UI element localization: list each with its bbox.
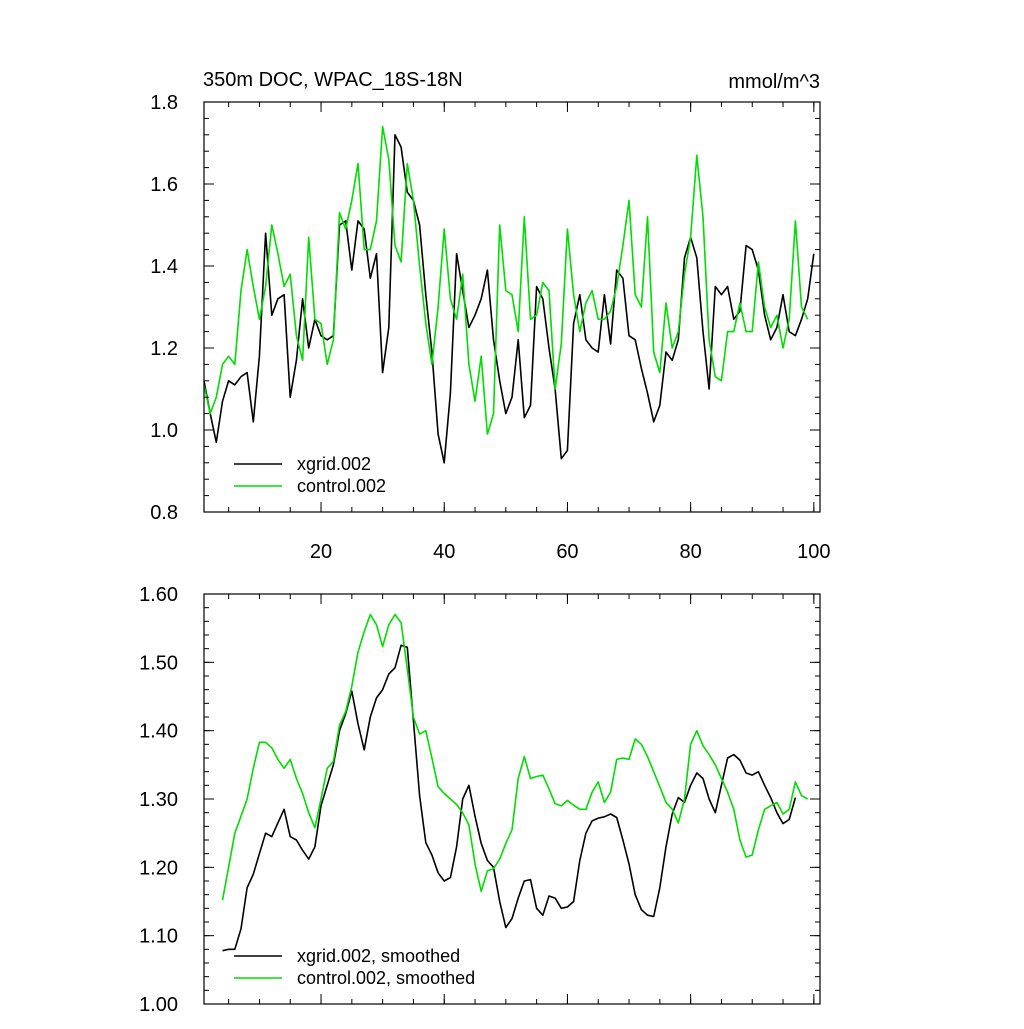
plot-frame [203,593,821,1005]
y-tick-label: 1.00 [139,994,178,1016]
series-line-1 [203,125,809,435]
chart-title: 350m DOC, WPAC_18S-18N [203,69,463,91]
legend-label-0: xgrid.002 [297,454,371,474]
y-tick-label: 1.6 [150,174,178,196]
y-tick-label: 1.4 [150,256,178,278]
y-tick-label: 1.40 [139,721,178,743]
bottom-panel: 1.00 1.10 1.20 1.30 1.40 1.50 1.60 xgrid.002, … [139,584,821,1016]
units-label: mmol/m^3 [728,71,820,93]
x-tick-label: 20 [310,541,332,563]
x-tick-label: 40 [433,541,455,563]
top-panel: 350m DOC, WPAC_18S-18N mmol/m^3 0.8 1.0 1.… [150,69,830,563]
series-line-0 [203,134,815,464]
y-tick-label: 0.8 [150,502,178,524]
y-tick-label: 1.50 [139,652,178,674]
y-tick-label: 1.2 [150,338,178,360]
y-tick-label: 1.8 [150,92,178,114]
y-tick-label: 1.60 [139,584,178,606]
plot-frame [203,101,821,513]
legend-label-1: control.002, smoothed [297,968,475,988]
legend-label-1: control.002 [297,476,386,496]
series-line-1 [221,613,809,901]
x-tick-label: 80 [680,541,702,563]
y-tick-label: 1.10 [139,926,178,948]
legend-label-0: xgrid.002, smoothed [297,946,460,966]
y-tick-label: 1.30 [139,789,178,811]
series-line-0 [222,644,797,952]
x-tick-label: 60 [556,541,578,563]
y-tick-label: 1.0 [150,420,178,442]
y-tick-label: 1.20 [139,857,178,879]
x-tick-label: 100 [797,541,830,563]
